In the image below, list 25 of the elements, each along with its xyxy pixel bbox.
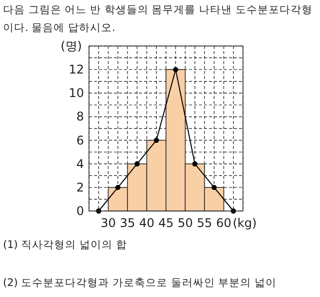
- x-axis-title: (kg): [232, 216, 257, 230]
- y-tick-label: 4: [76, 156, 84, 171]
- point: [154, 138, 159, 143]
- x-tick-label: 60: [216, 216, 232, 230]
- text: (2) 도수분포다각형과 가로축으로 둘러싸인 부분의 넓이: [3, 276, 278, 291]
- point: [134, 161, 140, 166]
- y-tick-label: 8: [76, 110, 84, 124]
- y-axis-title: (명): [60, 39, 82, 53]
- x-tick-label: 50: [178, 216, 193, 230]
- point: [173, 66, 178, 72]
- y-tick-label: 10: [68, 86, 84, 100]
- chart-title: 다음 그림은 어느 반 학생들의 몸무게를 나타낸 도수분포다각형이다. 물음에 답하시오.: [3, 3, 314, 36]
- y-tick-label: 12: [68, 62, 84, 77]
- x-tick-label: 45: [158, 216, 174, 230]
- point: [115, 184, 120, 190]
- y-tick-label: 2: [76, 180, 84, 194]
- x-tick-label: 55: [196, 216, 212, 230]
- point: [212, 184, 217, 190]
- x-tick-label: 40: [139, 216, 154, 230]
- y-tick-label: 0: [76, 204, 84, 218]
- x-tick-label: 35: [120, 216, 136, 230]
- y-tick-label: 6: [76, 133, 84, 148]
- text: (1) 직사각형의 넓이의 합: [3, 238, 128, 253]
- point: [192, 161, 198, 166]
- x-tick-label: 30: [100, 216, 116, 230]
